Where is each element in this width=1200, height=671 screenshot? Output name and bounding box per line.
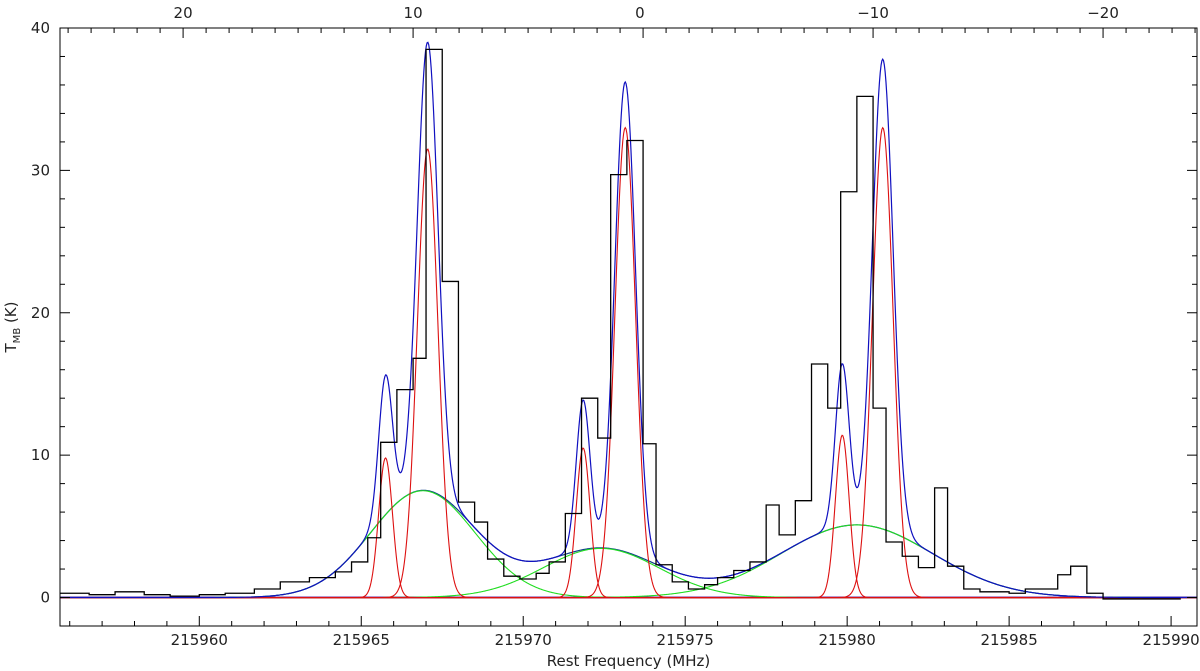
- y-tick-label: 20: [31, 304, 50, 322]
- x-tick-label: 215980: [819, 631, 876, 649]
- fit-curves-layer: [60, 41, 1197, 600]
- x-tick-label: 215990: [1142, 631, 1199, 649]
- x-tick-label: 215985: [980, 631, 1037, 649]
- y-axis-title-subscript: MB: [12, 328, 23, 344]
- x-axis-title: Rest Frequency (MHz): [547, 652, 711, 670]
- x-tick-label: 215965: [333, 631, 390, 649]
- top-axis-tick-label: 0: [635, 4, 645, 22]
- spectrum-histogram: [60, 48, 1181, 600]
- y-axis-title: TMB (K): [2, 302, 23, 354]
- y-axis-title-main: T: [2, 342, 20, 353]
- top-axis-tick-label: 10: [404, 4, 423, 22]
- top-axis-tick-label: −20: [1087, 4, 1119, 22]
- plot-border: [59, 27, 1198, 627]
- x-tick-label: 215960: [171, 631, 228, 649]
- axis-tick-labels: 215960 215965 215970 215975 215980 215985 2159…: [31, 4, 1200, 649]
- narrow-component-curve-4: [60, 126, 1197, 599]
- plot-frame: [59, 27, 1198, 627]
- total-fit-curve: [60, 41, 1197, 599]
- axis-ticks: [60, 27, 1197, 627]
- narrow-component-curve-1: [60, 457, 1197, 599]
- y-tick-label: 30: [31, 161, 50, 179]
- y-tick-label: 0: [40, 589, 50, 607]
- narrow-component-curve-6: [60, 126, 1197, 599]
- narrow-component-curve-2: [60, 148, 1197, 599]
- broad-component-curve-3: [60, 524, 1197, 599]
- y-axis-title-unit: (K): [2, 302, 20, 328]
- x-tick-label: 215970: [495, 631, 552, 649]
- broad-component-curve-2: [60, 547, 1197, 599]
- top-axis-tick-label: −10: [857, 4, 889, 22]
- y-tick-label: 40: [31, 19, 50, 37]
- top-axis-tick-label: 20: [174, 4, 193, 22]
- y-tick-label: 10: [31, 446, 50, 464]
- broad-component-curve-1: [60, 490, 1197, 599]
- x-tick-label: 215975: [657, 631, 714, 649]
- narrow-component-curve-3: [60, 447, 1197, 599]
- broad-envelope-curve: [60, 489, 1197, 599]
- narrow-component-curve-5: [60, 434, 1197, 599]
